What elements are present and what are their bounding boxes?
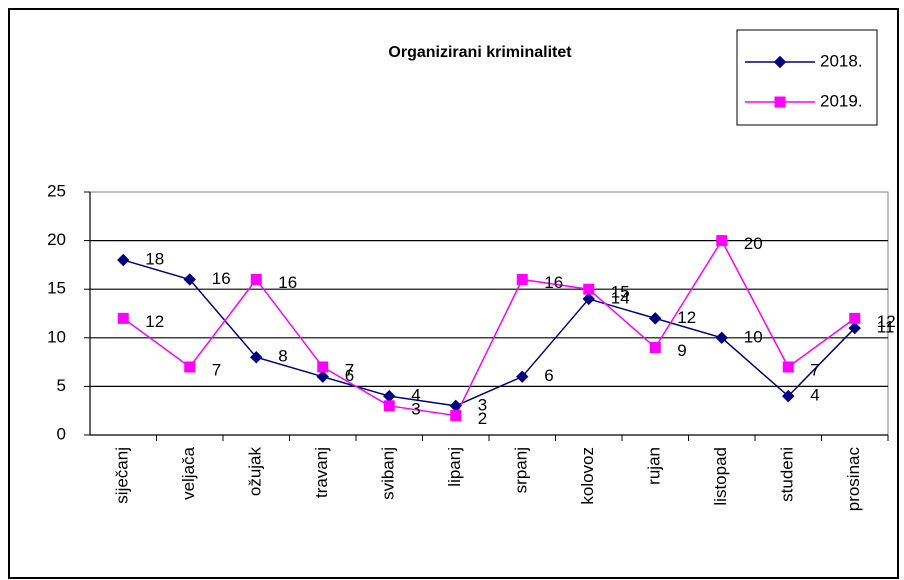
chart-title: Organizirani kriminalitet [388, 44, 572, 61]
data-label: 4 [411, 386, 420, 405]
data-label: 7 [810, 360, 819, 379]
marker [317, 361, 329, 373]
x-tick-label: lipanj [445, 447, 464, 487]
data-label: 16 [212, 269, 231, 288]
marker [848, 321, 861, 335]
x-tick-label: rujan [645, 447, 664, 485]
legend-label: 2019. [820, 91, 863, 110]
marker [383, 400, 395, 412]
marker [250, 273, 262, 285]
data-label: 20 [744, 234, 763, 253]
data-label: 12 [877, 312, 896, 331]
y-tick-label: 0 [57, 424, 66, 443]
marker [715, 331, 728, 345]
x-tick-label: listopad [711, 447, 730, 506]
marker [649, 342, 661, 354]
marker [716, 235, 728, 247]
data-label: 3 [478, 395, 487, 414]
data-label: 14 [611, 288, 630, 307]
data-label: 15 [611, 283, 630, 302]
x-tick-label: studeni [778, 447, 797, 502]
y-tick-label: 15 [47, 279, 66, 298]
x-tick-label: srpanj [512, 447, 531, 493]
data-label: 7 [212, 360, 221, 379]
marker [516, 370, 529, 383]
marker [782, 389, 795, 403]
data-label: 6 [345, 366, 354, 385]
data-label: 6 [544, 366, 553, 385]
marker [250, 351, 263, 364]
marker [117, 312, 129, 324]
x-tick-label: siječanj [113, 447, 132, 504]
data-label: 12 [145, 312, 164, 331]
legend-box [736, 29, 878, 126]
data-label: 12 [677, 308, 696, 327]
data-label: 11 [877, 318, 895, 337]
marker [649, 312, 662, 325]
data-label: 4 [810, 386, 819, 405]
data-label: 9 [677, 341, 686, 360]
marker [316, 370, 329, 383]
x-tick-label: svibanj [379, 447, 398, 500]
marker [117, 253, 130, 267]
data-label: 8 [278, 347, 287, 366]
data-label: 16 [544, 273, 563, 292]
marker [183, 273, 196, 286]
x-tick-label: kolovoz [578, 447, 597, 505]
marker [583, 283, 595, 295]
y-tick-label: 25 [47, 181, 66, 200]
data-label: 16 [278, 273, 297, 292]
series-line [122, 239, 856, 417]
data-label: 10 [744, 327, 763, 346]
marker [184, 361, 196, 373]
x-tick-label: travanj [312, 447, 331, 498]
marker [782, 361, 794, 373]
y-tick-label: 5 [57, 376, 66, 395]
data-label: 3 [411, 399, 420, 418]
series-line [123, 259, 856, 407]
marker [516, 273, 528, 285]
data-label: 2 [478, 409, 487, 428]
x-tick-label: prosinac [844, 447, 863, 512]
marker [774, 96, 786, 108]
marker [450, 410, 462, 422]
data-label: 18 [145, 250, 164, 269]
marker [773, 55, 787, 69]
y-tick-label: 10 [47, 327, 66, 346]
marker [849, 312, 861, 324]
marker [582, 292, 595, 306]
legend-label: 2018. [820, 51, 863, 70]
x-tick-label: veljača [179, 446, 198, 499]
x-tick-label: ožujak [246, 447, 265, 497]
plot-area [89, 191, 889, 436]
data-label: 7 [345, 360, 354, 379]
y-tick-label: 20 [47, 230, 66, 249]
